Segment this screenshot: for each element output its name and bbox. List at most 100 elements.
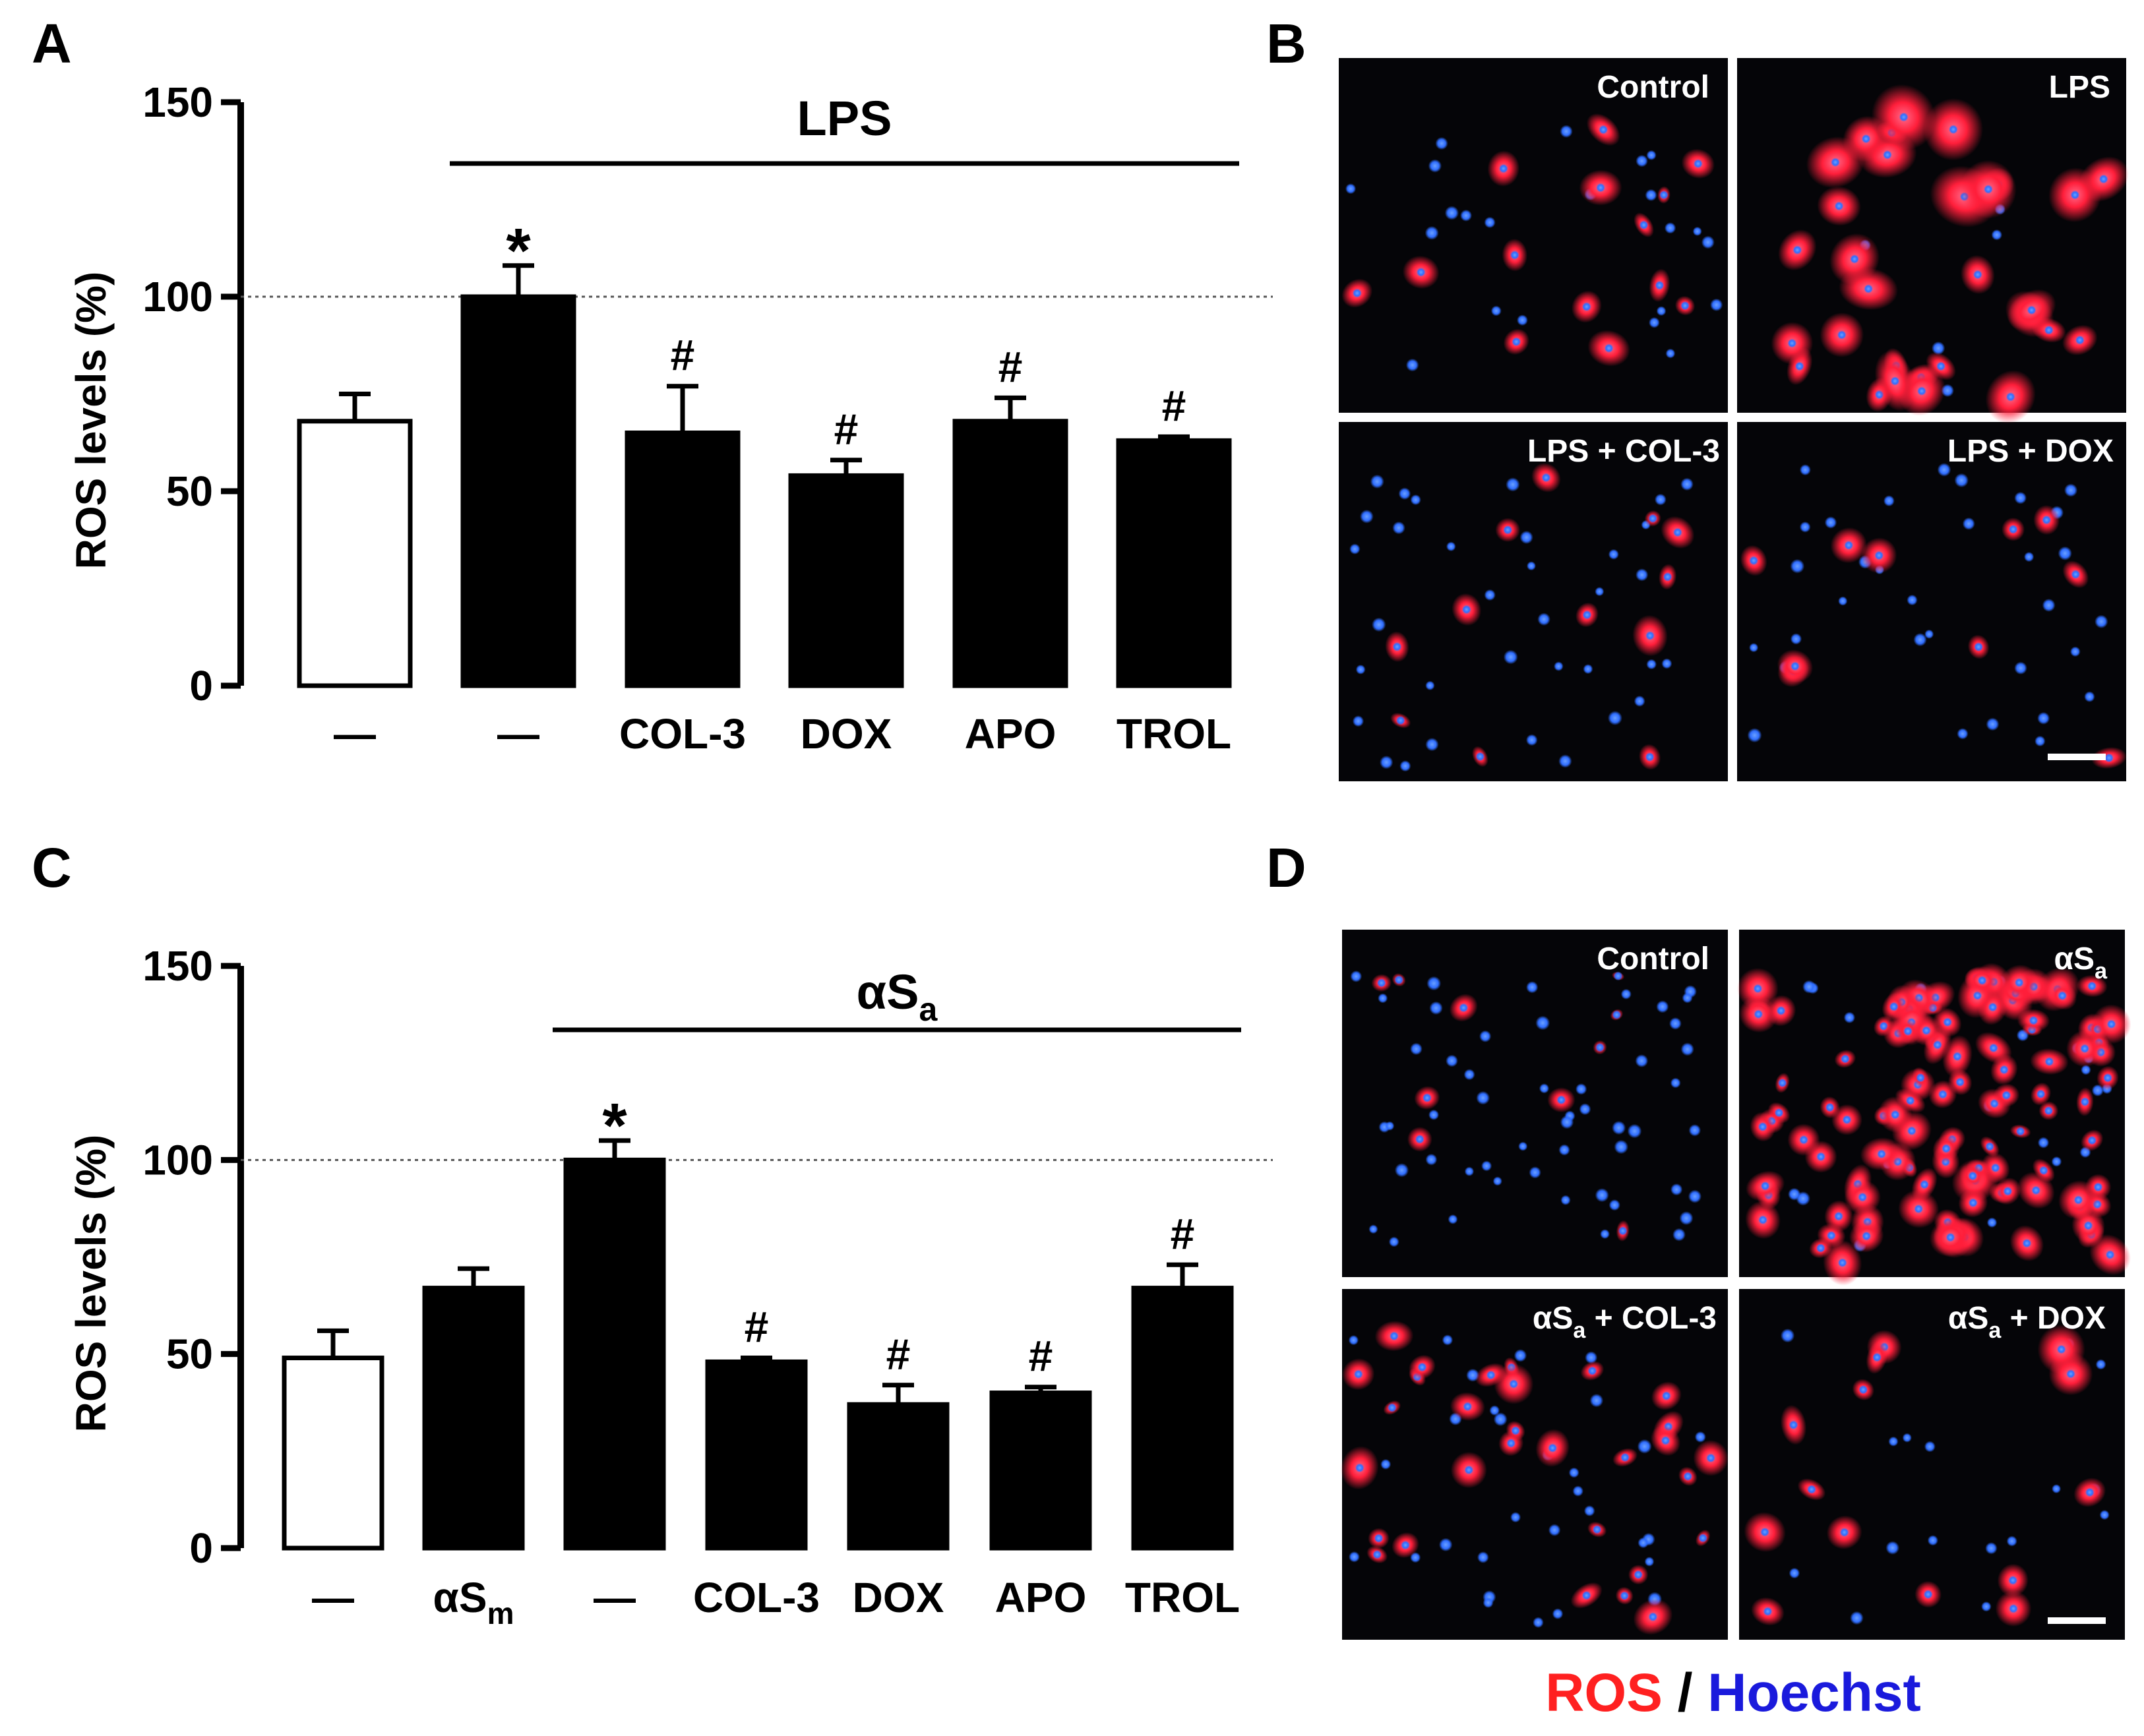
b-lps-col3-nucleus [1398,487,1411,500]
b-control-nucleus [1664,222,1676,234]
b-lps-col3-nucleus [1410,494,1421,506]
d-asa-cell-nucleus [1921,1026,1931,1036]
d-asa-cell-nucleus [2015,1126,2025,1136]
b-lps-dox-nucleus [1799,521,1811,533]
significance-c-6: # [1171,1209,1195,1258]
b-lps-cell-nucleus [1882,150,1892,160]
d-asa-cell-nucleus [1760,1181,1770,1191]
d-control-nucleus [1526,981,1539,994]
d-asa-dox-nucleus [2095,1359,2106,1370]
d-asa-dox-cell-nucleus [1789,1420,1798,1430]
b-lps-cell-nucleus [1864,284,1874,294]
d-asa-cell-nucleus [2044,1057,2054,1067]
significance-a-1: * [506,216,531,286]
d-asa-cell-nucleus [1988,1043,1998,1053]
b-control-nucleus [1516,314,1528,326]
d-asa-col3-cell-nucleus [1548,1443,1558,1453]
category-label-c-6: TROL [1125,1574,1240,1621]
bar-c-4 [847,1402,950,1551]
d-control-cell-nucleus [1415,1134,1424,1144]
d-asa-col3-nucleus [1583,1505,1595,1516]
d-asa-dox-nucleus [1888,1436,1899,1447]
y-tick-label-c-2: 100 [142,1136,213,1183]
d-asa-cell-nucleus [2022,1238,2032,1248]
significance-a-5: # [1162,381,1186,430]
significance-c-5: # [1029,1332,1053,1381]
b-lps-col3-nucleus [1484,589,1496,601]
y-axis-title-c: ROS levels (%) [67,1135,115,1433]
d-control-nucleus [1672,1228,1686,1242]
d-asa-cell-nucleus [1977,976,1987,986]
d-asa-dox-nucleus [1885,1541,1900,1555]
d-control-nucleus [1679,1211,1694,1226]
d-asa-cell-nucleus [1774,1108,1784,1118]
d-asa-col3-cell-nucleus [1648,1612,1658,1622]
label-b-lps: LPS [2049,70,2110,105]
b-lps-dox-cell-nucleus [1974,642,1984,652]
b-control-nucleus [1484,216,1496,229]
bar-c-6 [1131,1286,1234,1551]
d-control-cell-nucleus [1376,978,1386,988]
y-tick-label-a-0: 0 [189,662,213,709]
d-control-nucleus [1688,1124,1701,1137]
category-label-c-4: DOX [853,1574,944,1621]
d-control-nucleus [1535,1015,1550,1031]
d-asa-col3-nucleus [1694,1431,1706,1443]
d-asa-nucleus [1986,1217,1998,1228]
b-control-nucleus [1405,358,1419,372]
d-control-nucleus [1464,1166,1475,1176]
d-asa-dox-cell-nucleus [1858,1385,1868,1394]
b-lps-col3-nucleus [1583,664,1593,674]
d-asa-dox-cell-nucleus [1872,1352,1882,1362]
d-asa-dox-nucleus [2099,1510,2110,1520]
d-control-nucleus [1688,1189,1702,1203]
bar-a-5 [1116,438,1232,688]
d-control-nucleus [1448,1214,1458,1224]
d-asa-col3-nucleus [1438,1538,1453,1552]
micrograph-panel-b: Control LPS LPS + COL-3 LPS + DOX [1339,58,2129,781]
category-label-a-2: COL-3 [619,710,746,758]
group-label-a: LPS [797,91,892,146]
d-control-nucleus [1428,1109,1440,1120]
b-lps-col3-nucleus [1349,543,1361,554]
d-asa-cell-nucleus [1758,1215,1768,1225]
d-asa-cell-nucleus [1862,1231,1872,1241]
bar-a-3 [788,473,904,688]
b-lps-dox-nucleus [1924,629,1934,639]
d-asa-col3-cell-nucleus [1698,1533,1708,1543]
y-tick-label-a-2: 100 [142,273,213,320]
d-control-nucleus [1476,1091,1490,1105]
d-asa-dox-nucleus [1780,1329,1795,1343]
d-asa-cell-nucleus [2036,1089,2046,1099]
d-asa-cell-nucleus [1825,1102,1835,1112]
significance-c-3: # [745,1303,769,1352]
d-control-nucleus [1558,1144,1570,1156]
d-control-nucleus [1529,1166,1541,1179]
b-lps-cell-nucleus [2006,392,2015,402]
d-asa-cell-nucleus [1776,1005,1786,1015]
d-asa-col3-nucleus [1644,1557,1655,1567]
d-asa-col3-cell-nucleus [1683,1472,1693,1482]
b-lps-dox-nucleus [1749,643,1759,653]
b-control-cell-nucleus [1498,164,1508,173]
d-asa-cell-nucleus [2080,1044,2090,1054]
d-asa-col3-cell-nucleus [1620,1452,1630,1462]
d-asa-cell-nucleus [1907,1126,1916,1136]
d-control-nucleus [1378,993,1388,1003]
d-control-nucleus [1635,1054,1649,1067]
d-asa-cell-nucleus [1938,1089,1947,1099]
b-lps-dox-cell-nucleus [1749,556,1759,566]
d-control-cell-nucleus [1422,1093,1432,1103]
micrograph-b-control [1339,58,1728,413]
bar-c-2 [563,1157,666,1551]
d-asa-col3-cell-nucleus [1706,1453,1716,1463]
b-lps-cell-nucleus [1831,158,1841,167]
b-lps-dox-cell-nucleus [2104,753,2114,763]
d-control-nucleus [1388,1236,1399,1247]
bar-a-0 [297,419,413,688]
d-control-nucleus [1350,970,1363,982]
d-asa-col3-cell-nucleus [1661,1435,1670,1445]
b-lps-dox-cell-nucleus [2008,524,2018,534]
b-lps-dox-nucleus [1838,596,1848,606]
d-asa-cell-nucleus [2073,1195,2083,1205]
